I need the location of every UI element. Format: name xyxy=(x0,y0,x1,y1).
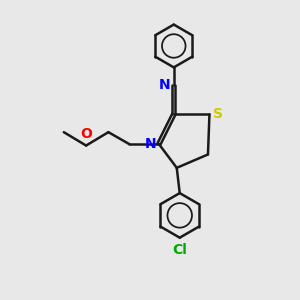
Text: O: O xyxy=(80,127,92,141)
Text: Cl: Cl xyxy=(172,243,187,256)
Text: N: N xyxy=(144,137,156,151)
Text: N: N xyxy=(159,78,170,92)
Text: S: S xyxy=(213,107,223,121)
